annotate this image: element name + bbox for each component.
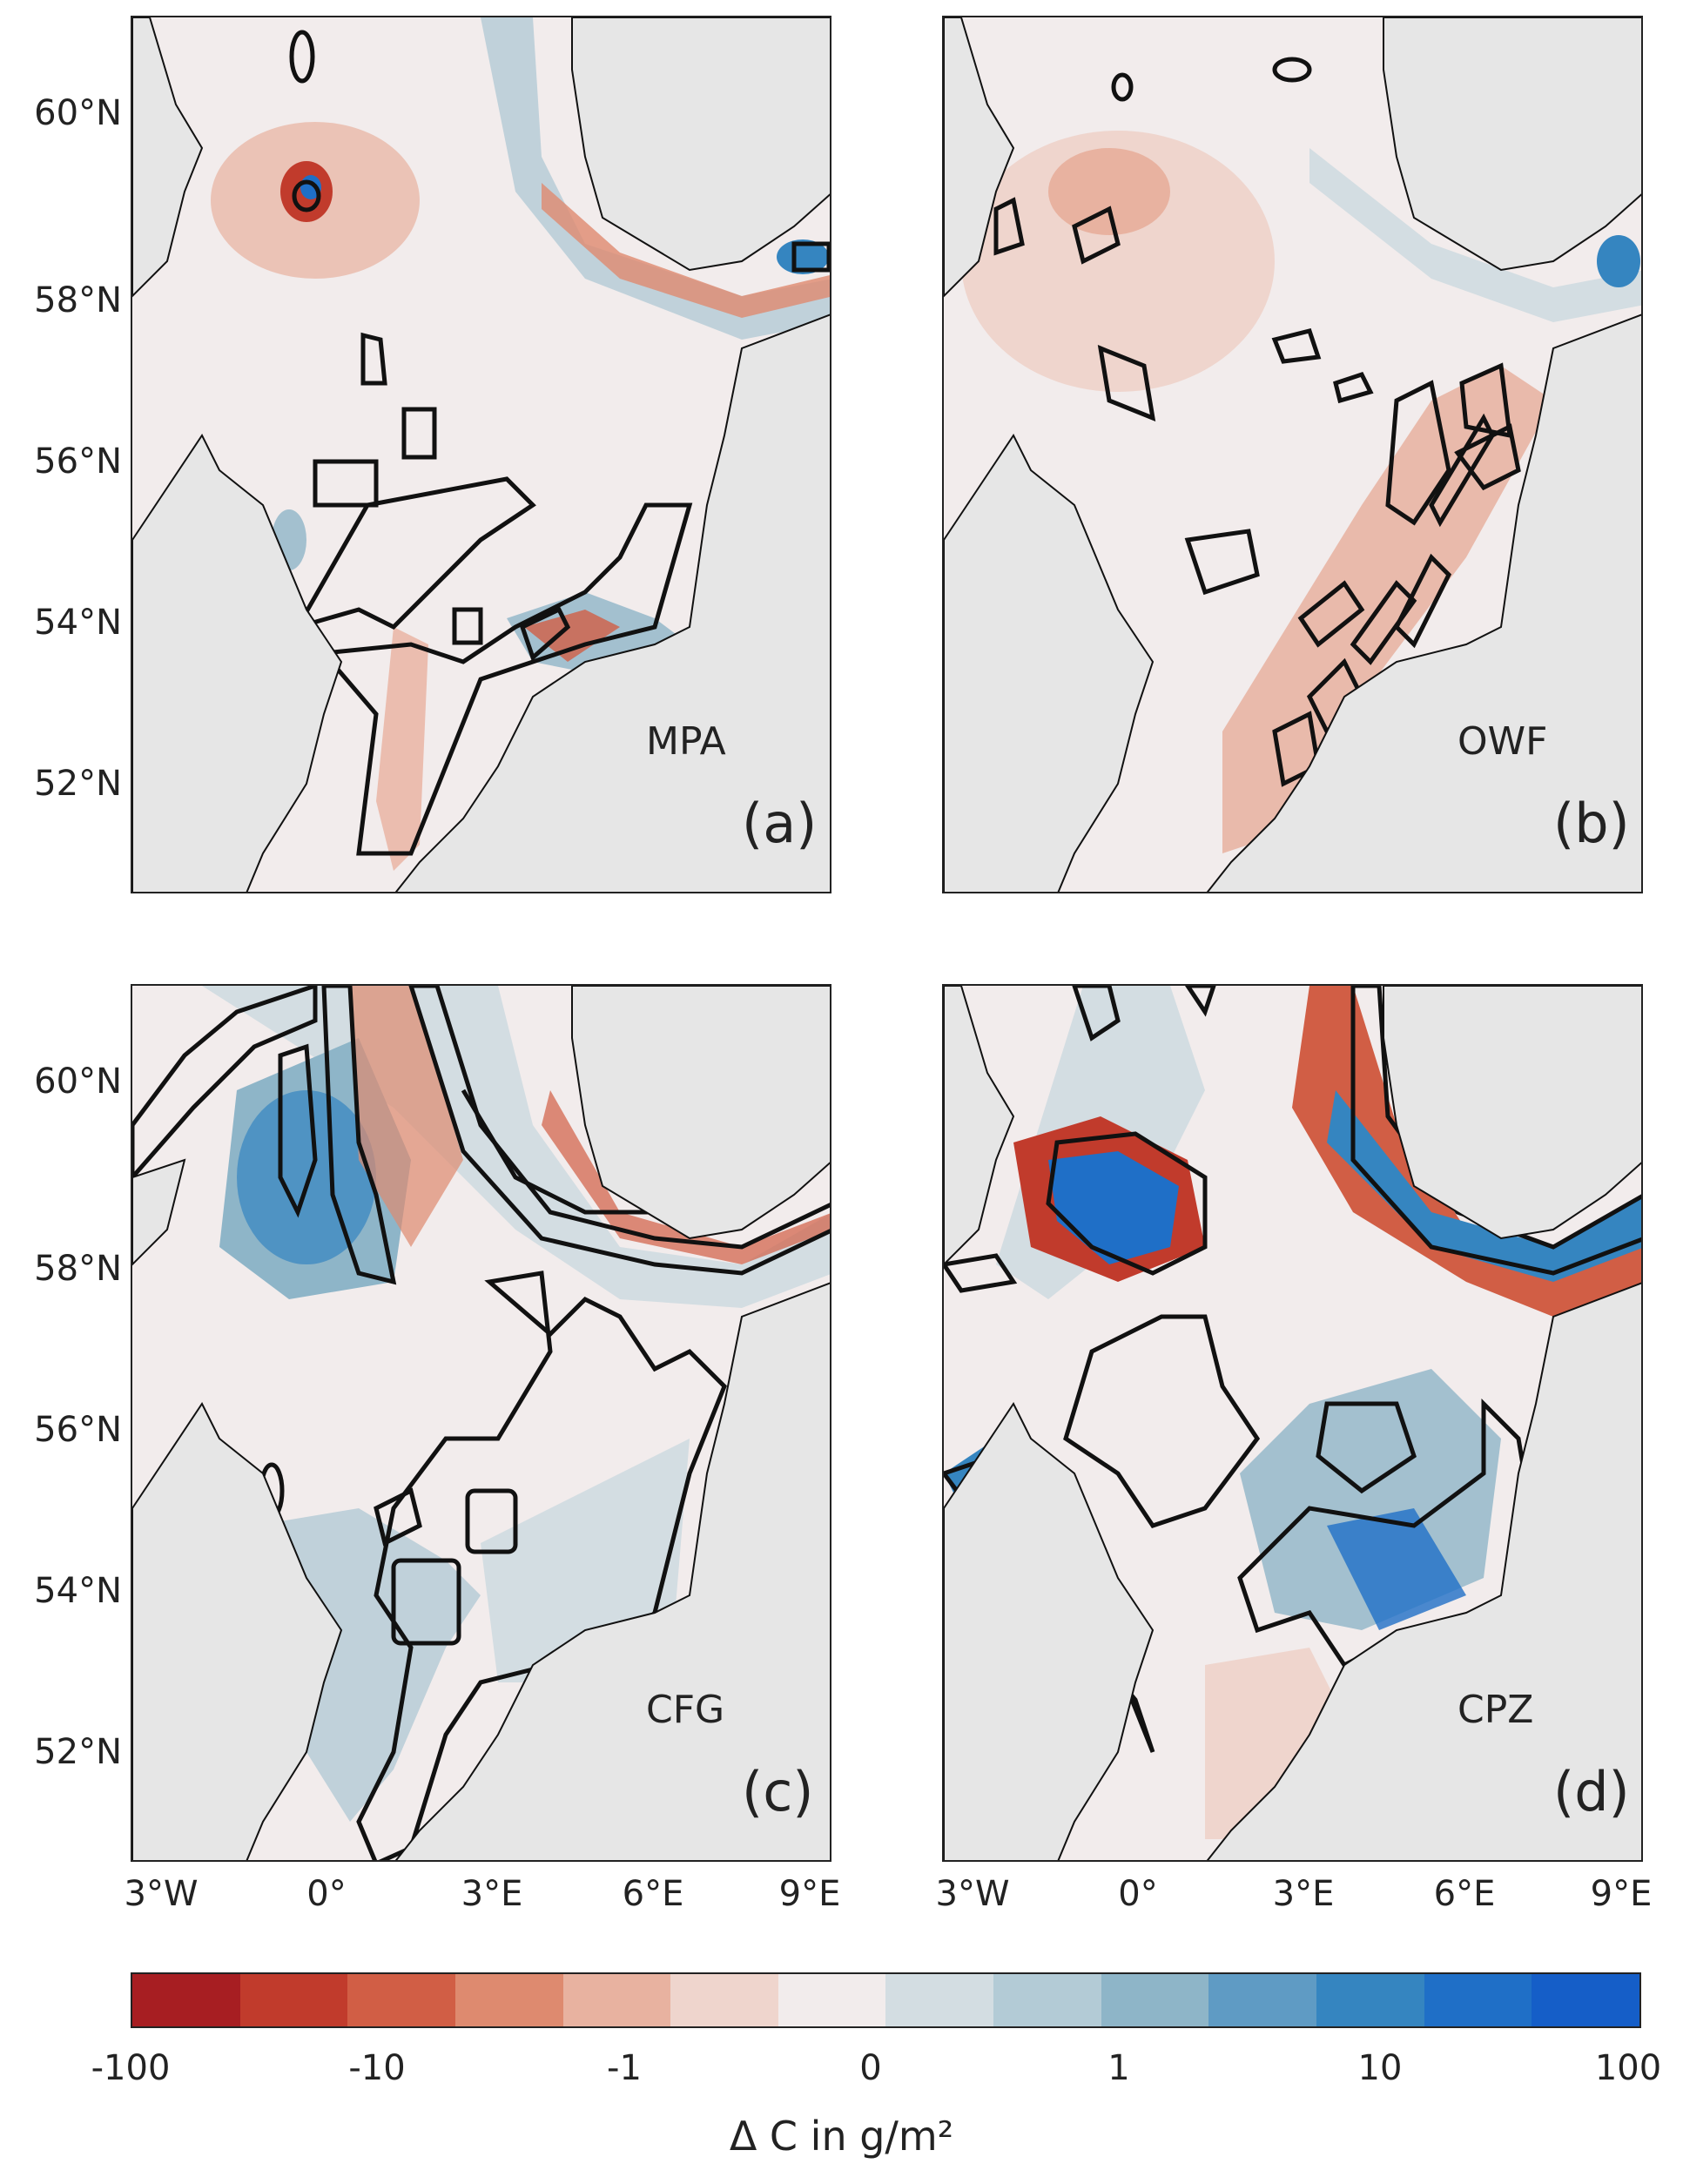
zone-label-b: OWF <box>1457 719 1548 764</box>
panel-label-d: (d) <box>1553 1760 1630 1823</box>
map-panel-d: CPZ (d) <box>942 984 1643 1862</box>
zone-label-a: MPA <box>646 719 726 764</box>
map-d-graphic <box>944 986 1641 1860</box>
colorbar-tick-label: -1 <box>607 2048 642 2088</box>
colorbar-tick-label: 10 <box>1357 2048 1403 2088</box>
lon-label: 3°E <box>461 1874 523 1914</box>
colorbar-title: Δ C in g/m² <box>729 2113 954 2160</box>
lat-label: 52°N <box>34 764 122 804</box>
lon-label: 0° <box>1118 1874 1158 1914</box>
colorbar-segment <box>885 1974 994 2026</box>
zone-label-d: CPZ <box>1457 1688 1534 1732</box>
panel-label-c: (c) <box>742 1760 814 1823</box>
lat-label: 58°N <box>34 1249 122 1289</box>
colorbar-segment <box>993 1974 1101 2026</box>
lon-label: 3°W <box>935 1874 1010 1914</box>
colorbar-segment <box>1532 1974 1639 2026</box>
map-a-graphic <box>132 17 830 892</box>
colorbar-segment <box>454 1974 563 2026</box>
panel-label-b: (b) <box>1553 792 1630 855</box>
colorbar-segment <box>562 1974 671 2026</box>
colorbar-tick-label: 100 <box>1594 2048 1662 2088</box>
lat-label: 58°N <box>34 280 122 320</box>
colorbar-segment <box>239 1974 348 2026</box>
colorbar-tick-label: -10 <box>348 2048 406 2088</box>
map-panel-b: OWF (b) <box>942 16 1643 893</box>
colorbar-segment <box>1101 1974 1209 2026</box>
lat-label: 60°N <box>34 1062 122 1102</box>
colorbar-tick-label: 0 <box>859 2048 882 2088</box>
map-panel-a: MPA (a) <box>131 16 831 893</box>
lon-label: 3°W <box>124 1874 199 1914</box>
colorbar-segment <box>347 1974 455 2026</box>
lon-label: 9°E <box>778 1874 841 1914</box>
colorbar <box>131 1972 1641 2028</box>
colorbar-tick-label: 1 <box>1107 2048 1130 2088</box>
lat-label: 56°N <box>34 1410 122 1450</box>
lat-label: 60°N <box>34 93 122 133</box>
panel-label-a: (a) <box>742 792 818 855</box>
lat-label: 54°N <box>34 603 122 643</box>
lon-label: 0° <box>306 1874 347 1914</box>
map-panel-c: CFG (c) <box>131 984 831 1862</box>
map-b-graphic <box>944 17 1641 892</box>
colorbar-segment <box>132 1974 240 2026</box>
colorbar-segment <box>778 1974 886 2026</box>
map-c-graphic <box>132 986 830 1860</box>
colorbar-segment <box>1424 1974 1532 2026</box>
colorbar-segment <box>1208 1974 1317 2026</box>
zone-label-c: CFG <box>646 1688 725 1732</box>
lon-label: 6°E <box>1433 1874 1496 1914</box>
colorbar-segment <box>670 1974 778 2026</box>
lon-label: 6°E <box>622 1874 684 1914</box>
colorbar-segment <box>1316 1974 1424 2026</box>
lon-label: 9°E <box>1590 1874 1653 1914</box>
colorbar-tick-label: -100 <box>91 2048 171 2088</box>
lon-label: 3°E <box>1272 1874 1335 1914</box>
lat-label: 52°N <box>34 1732 122 1772</box>
lat-label: 54°N <box>34 1571 122 1611</box>
lat-label: 56°N <box>34 442 122 482</box>
